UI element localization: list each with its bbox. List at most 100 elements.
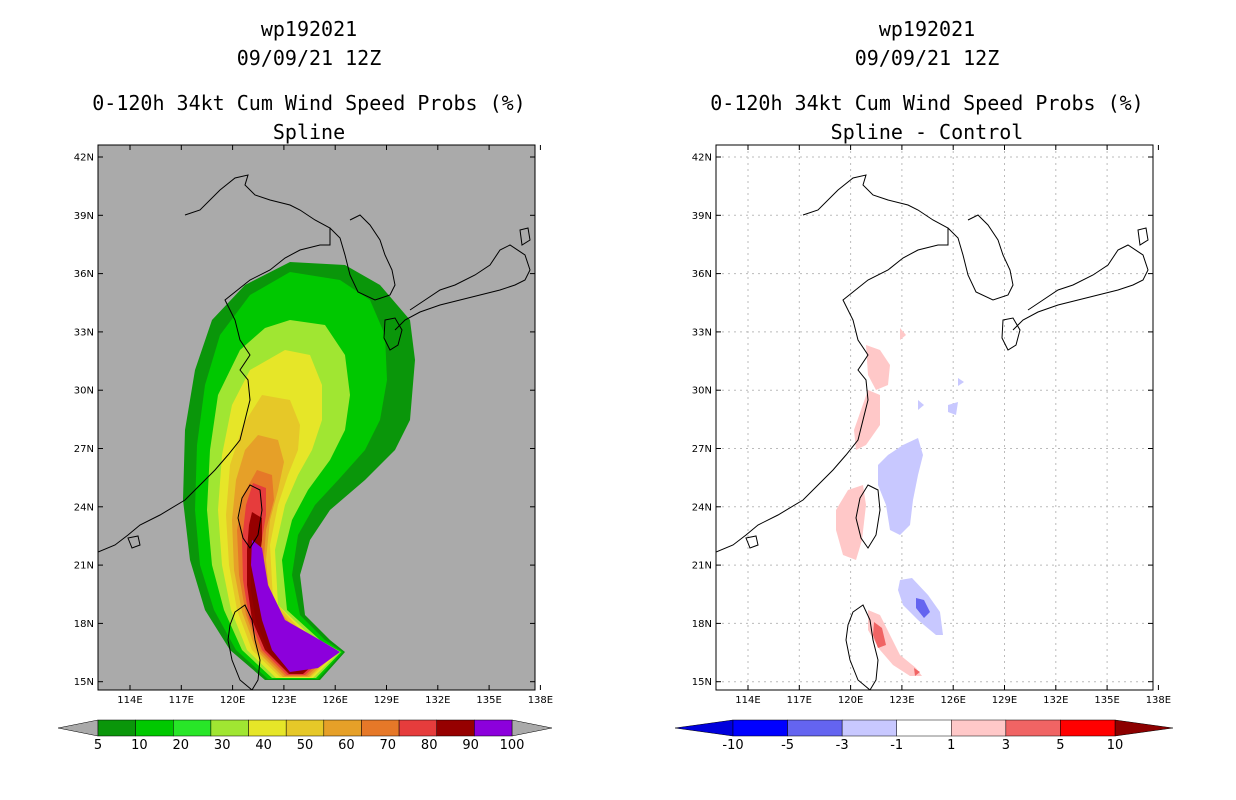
lon-label: 114E — [735, 695, 760, 706]
lat-label: 24N — [692, 502, 712, 513]
colorbar-label: -5 — [781, 738, 794, 753]
diff-neg-east — [878, 438, 923, 535]
colorbar-box — [285, 719, 325, 737]
left-colorbar: 5 10 20 30 40 50 60 70 80 90 100 — [57, 719, 553, 753]
lat-label: 15N — [74, 677, 94, 688]
lat-label: 42N — [74, 153, 94, 164]
colorbar-box — [896, 719, 952, 737]
korea-coast — [329, 214, 396, 301]
right-datetime: 09/09/21 12Z — [854, 46, 1000, 70]
lon-label: 126E — [940, 695, 965, 706]
lon-label: 123E — [271, 695, 296, 706]
colorbar-label: 10 — [1107, 738, 1124, 753]
lon-label: 123E — [889, 695, 914, 706]
diff-neg-small-2 — [948, 402, 958, 415]
colorbar-high-arrow — [511, 719, 553, 737]
diff-pos-yellow-sea — [866, 345, 890, 390]
diff-pos-tip — [914, 668, 920, 676]
luzon-coast — [227, 604, 261, 690]
lon-label: 126E — [322, 695, 347, 706]
colorbar-label: 5 — [1056, 738, 1064, 753]
lon-label: 114E — [117, 695, 142, 706]
lon-label: 120E — [838, 695, 863, 706]
sakhalin-fragment — [1137, 227, 1149, 246]
lat-label: 36N — [74, 269, 94, 280]
lat-label: 30N — [74, 386, 94, 397]
kyushu-coast — [383, 317, 403, 351]
lon-label: 129E — [374, 695, 399, 706]
colorbar-box — [210, 719, 249, 737]
colorbar-label: 90 — [462, 738, 479, 753]
lat-label: 33N — [692, 327, 712, 338]
left-probability-contours — [183, 262, 415, 680]
lon-label: 135E — [1094, 695, 1119, 706]
taiwan-coast — [237, 484, 263, 549]
right-method-title: Spline - Control — [830, 120, 1024, 144]
colorbar-low-arrow — [57, 719, 99, 737]
colorbar-box — [361, 719, 400, 737]
diff-neg-small-1 — [918, 400, 924, 410]
left-product-title: 0-120h 34kt Cum Wind Speed Probs (%) — [92, 91, 526, 115]
sakhalin-fragment — [519, 227, 531, 246]
lon-label: 132E — [425, 695, 450, 706]
colorbar-label: 60 — [338, 738, 355, 753]
right-gridlines — [716, 145, 1153, 690]
lon-label: 117E — [787, 695, 812, 706]
colorbar-box — [1005, 719, 1061, 737]
colorbar-label: 10 — [131, 738, 148, 753]
colorbar-box — [248, 719, 287, 737]
diff-neg-south-core — [916, 598, 930, 618]
colorbar-label: 3 — [1002, 738, 1010, 753]
colorbar-box — [173, 719, 212, 737]
lon-label: 132E — [1043, 695, 1068, 706]
japan-coast — [394, 244, 531, 331]
colorbar-low-arrow — [674, 719, 734, 737]
left-storm-id: wp192021 — [260, 17, 358, 41]
right-lon-axis: 114E 117E 120E 123E 126E 129E 132E 135E 138E — [735, 145, 1171, 706]
colorbar-label: 70 — [380, 738, 397, 753]
colorbar-label: 30 — [214, 738, 231, 753]
colorbar-label: 1 — [947, 738, 955, 753]
lon-label: 135E — [476, 695, 501, 706]
colorbar-box — [841, 719, 897, 737]
lat-label: 27N — [692, 444, 712, 455]
right-colorbar: -10 -5 -3 -1 1 3 5 10 — [674, 719, 1174, 753]
left-map-frame — [97, 144, 536, 691]
right-panel: wp192021 09/09/21 12Z 0-120h 34kt Cum Wi… — [618, 0, 1236, 800]
lon-label: 117E — [169, 695, 194, 706]
colorbar-box — [951, 719, 1007, 737]
luzon-coast — [845, 604, 879, 690]
taiwan-coast — [855, 484, 881, 549]
colorbar-high-arrow — [1114, 719, 1174, 737]
lat-label: 33N — [74, 327, 94, 338]
left-datetime: 09/09/21 12Z — [236, 46, 382, 70]
prob-100-contour — [251, 540, 340, 672]
lat-label: 30N — [692, 386, 712, 397]
left-panel: wp192021 09/09/21 12Z 0-120h 34kt Cum Wi… — [57, 17, 553, 753]
china-coast — [98, 174, 331, 553]
colorbar-label: -3 — [836, 738, 849, 753]
lat-label: 39N — [74, 211, 94, 222]
colorbar-box — [398, 719, 437, 737]
lon-label: 138E — [1146, 695, 1171, 706]
colorbar-box — [436, 719, 475, 737]
colorbar-label: -1 — [890, 738, 903, 753]
lon-label: 120E — [220, 695, 245, 706]
diff-pos-east-china-sea — [854, 390, 880, 450]
colorbar-label: -10 — [722, 738, 743, 753]
right-map-frame — [715, 144, 1154, 691]
lat-label: 18N — [692, 619, 712, 630]
left-lat-axis: 42N 39N 36N 33N 30N 27N 24N 21N 18N 15N — [74, 153, 535, 688]
colorbar-box — [135, 719, 174, 737]
colorbar-box — [732, 719, 788, 737]
japan-coast — [1012, 244, 1149, 331]
lat-label: 18N — [74, 619, 94, 630]
china-coast — [716, 174, 949, 553]
diff-pos-luzon — [868, 610, 922, 676]
kyushu-coast — [1001, 317, 1021, 351]
colorbar-label: 50 — [297, 738, 314, 753]
lat-label: 21N — [74, 561, 94, 572]
colorbar-label: 20 — [173, 738, 190, 753]
